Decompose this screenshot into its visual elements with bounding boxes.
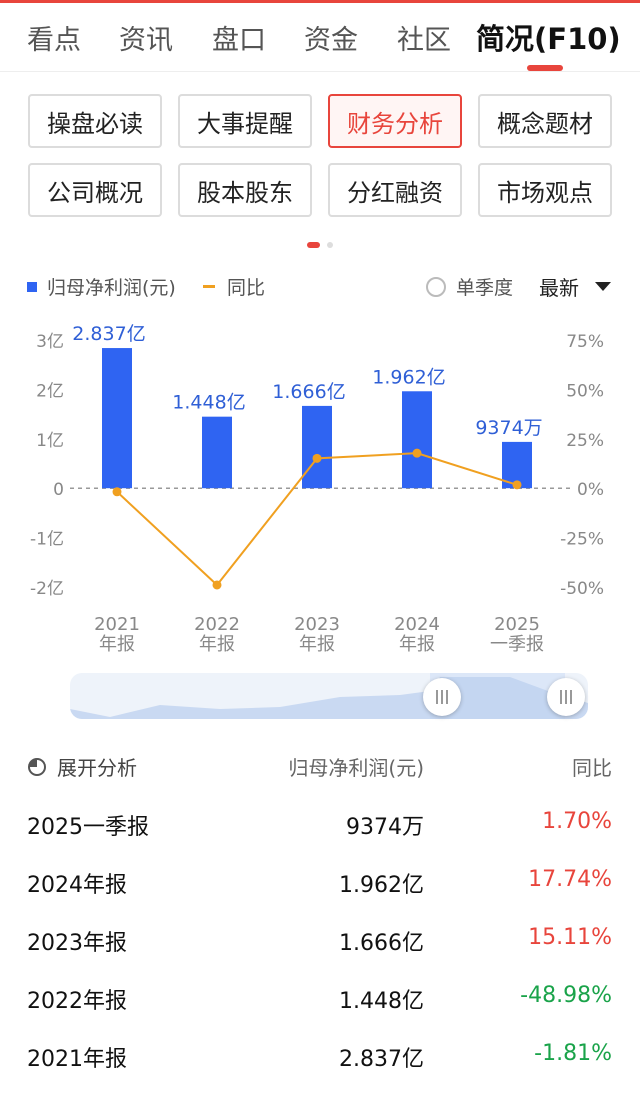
yoy-point bbox=[312, 453, 322, 463]
x-tick-period: 一季报 bbox=[490, 634, 544, 655]
left-axis-tick: 0 bbox=[53, 480, 64, 500]
period-dropdown-label: 最新 bbox=[539, 276, 579, 300]
right-axis-tick: -25% bbox=[560, 530, 604, 550]
x-tick-year: 2024 bbox=[394, 614, 440, 635]
btn-event-reminder[interactable]: 大事提醒 bbox=[178, 94, 312, 148]
row-value: 2.837亿 bbox=[339, 1047, 424, 1072]
bar-data-label: 1.666亿 bbox=[272, 381, 345, 403]
col-header-profit: 归母净利润(元) bbox=[288, 756, 424, 780]
page-dot-active bbox=[307, 242, 320, 248]
expand-analysis-button[interactable]: 展开分析 bbox=[27, 752, 137, 781]
grip-icon bbox=[436, 690, 448, 704]
tab-funds[interactable]: 资金 bbox=[304, 25, 358, 56]
tab-order-book[interactable]: 盘口 bbox=[212, 25, 266, 56]
x-tick-year: 2025 bbox=[494, 614, 540, 635]
bar-data-label: 2.837亿 bbox=[72, 323, 145, 345]
scroller-left-handle[interactable] bbox=[423, 678, 461, 716]
row-yoy: -48.98% bbox=[520, 983, 612, 1008]
legend-line: 同比 bbox=[203, 273, 265, 300]
left-axis-tick: 2亿 bbox=[36, 381, 64, 401]
bar bbox=[102, 348, 132, 489]
row-yoy: 17.74% bbox=[528, 867, 612, 892]
left-axis-tick: 3亿 bbox=[36, 332, 64, 352]
right-axis-tick: 25% bbox=[566, 431, 604, 451]
scroller-area-shape bbox=[70, 677, 588, 719]
radio-icon bbox=[426, 276, 446, 297]
x-tick-period: 年报 bbox=[99, 634, 135, 655]
row-yoy: 1.70% bbox=[542, 809, 612, 834]
bar-data-label: 1.448亿 bbox=[172, 392, 245, 414]
x-tick-period: 年报 bbox=[299, 634, 335, 655]
single-quarter-toggle[interactable]: 单季度 bbox=[426, 273, 513, 300]
top-accent-line bbox=[0, 0, 640, 3]
row-value: 1.666亿 bbox=[339, 931, 424, 956]
col-header-yoy: 同比 bbox=[572, 756, 612, 780]
left-axis-tick: -1亿 bbox=[30, 530, 64, 550]
yoy-point bbox=[212, 580, 222, 590]
profit-chart: 3亿 2亿 1亿 0 -1亿 -2亿 75% 50% 25% 0% -25% -50% 2.837亿 1.… bbox=[30, 323, 604, 655]
right-axis-tick: 50% bbox=[566, 381, 604, 401]
row-period: 2023年报 bbox=[27, 931, 127, 956]
legend-line-label: 同比 bbox=[227, 277, 266, 299]
right-axis-tick: -50% bbox=[560, 579, 604, 599]
btn-trading-must-read[interactable]: 操盘必读 bbox=[28, 94, 162, 148]
scroller-right-handle[interactable] bbox=[547, 678, 585, 716]
x-tick-year: 2022 bbox=[194, 614, 240, 635]
row-period: 2022年报 bbox=[27, 989, 127, 1014]
scroller-preview bbox=[70, 673, 588, 719]
bar bbox=[202, 416, 232, 489]
page-dot bbox=[327, 242, 333, 248]
bar-swatch-icon bbox=[27, 281, 37, 292]
single-quarter-label: 单季度 bbox=[456, 277, 514, 299]
chart-range-scroller[interactable] bbox=[70, 673, 588, 719]
legend-bar-label: 归母净利润(元) bbox=[47, 277, 176, 299]
btn-financial-analysis[interactable]: 财务分析 bbox=[328, 94, 462, 148]
btn-shareholders[interactable]: 股本股东 bbox=[178, 163, 312, 217]
legend-bar: 归母净利润(元) bbox=[27, 273, 176, 300]
pie-chart-icon bbox=[28, 757, 46, 776]
right-axis-tick: 75% bbox=[566, 332, 604, 352]
x-tick-period: 年报 bbox=[199, 634, 235, 655]
right-axis-tick: 0% bbox=[577, 480, 604, 500]
line-swatch-icon bbox=[203, 285, 215, 288]
tab-news[interactable]: 资讯 bbox=[119, 25, 173, 56]
caret-down-icon bbox=[595, 282, 611, 291]
x-tick-year: 2021 bbox=[94, 614, 140, 635]
bar-data-label: 9374万 bbox=[475, 417, 542, 439]
row-period: 2024年报 bbox=[27, 873, 127, 898]
top-tab-bar: 看点 资讯 盘口 资金 社区 简况(F10) bbox=[0, 0, 640, 72]
bar-data-label: 1.962亿 bbox=[372, 366, 445, 388]
row-value: 1.962亿 bbox=[339, 873, 424, 898]
left-axis-tick: -2亿 bbox=[30, 579, 64, 599]
tab-f10-overview[interactable]: 简况(F10) bbox=[476, 22, 621, 56]
btn-concept-theme[interactable]: 概念题材 bbox=[478, 94, 612, 148]
expand-analysis-label: 展开分析 bbox=[57, 756, 137, 780]
btn-market-view[interactable]: 市场观点 bbox=[478, 163, 612, 217]
x-tick-year: 2023 bbox=[294, 614, 340, 635]
yoy-point bbox=[412, 448, 422, 458]
btn-company-profile[interactable]: 公司概况 bbox=[28, 163, 162, 217]
row-value: 9374万 bbox=[346, 815, 424, 840]
x-tick-period: 年报 bbox=[399, 634, 435, 655]
row-period: 2025一季报 bbox=[27, 815, 149, 840]
row-value: 1.448亿 bbox=[339, 989, 424, 1014]
tab-community[interactable]: 社区 bbox=[397, 25, 451, 56]
active-tab-indicator bbox=[527, 65, 563, 71]
yoy-point bbox=[112, 487, 122, 497]
bar bbox=[302, 405, 332, 489]
yoy-point bbox=[512, 480, 522, 490]
tab-kandian[interactable]: 看点 bbox=[27, 25, 81, 56]
row-period: 2021年报 bbox=[27, 1047, 127, 1072]
btn-dividend-financing[interactable]: 分红融资 bbox=[328, 163, 462, 217]
left-axis-tick: 1亿 bbox=[36, 431, 64, 451]
row-yoy: 15.11% bbox=[528, 925, 612, 950]
row-yoy: -1.81% bbox=[534, 1041, 612, 1066]
grip-icon bbox=[560, 690, 572, 704]
period-dropdown[interactable]: 最新 bbox=[539, 272, 611, 301]
bar bbox=[402, 391, 432, 489]
